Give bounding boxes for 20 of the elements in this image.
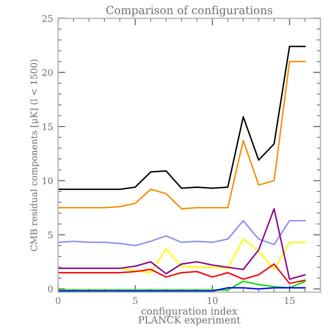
line-series <box>58 280 306 291</box>
y-tick-label: 0 <box>48 286 53 292</box>
x-axis-title: configuration index PLANCK experiment <box>138 307 240 326</box>
y-tick-label: 15 <box>42 123 53 130</box>
line-series <box>58 60 306 210</box>
x-tick-label: 15 <box>284 297 295 304</box>
x-tick-label: 10 <box>208 297 218 304</box>
line-series <box>58 263 306 284</box>
line-series <box>58 208 306 280</box>
y-tick-label: 25 <box>42 14 53 22</box>
chart-title: Comparison of configurations <box>106 6 272 17</box>
x-tick-label: 0 <box>56 297 60 304</box>
y-axis-title: CMB residual components [μK] (l < 1500) <box>30 60 39 252</box>
y-tick-label: 5 <box>48 232 53 238</box>
line-series <box>119 238 306 274</box>
x-tick-label: 5 <box>133 297 138 304</box>
y-tick-label: 20 <box>42 69 53 76</box>
line-series <box>58 46 306 190</box>
y-tick-label: 10 <box>42 177 53 184</box>
line-series <box>58 220 306 246</box>
